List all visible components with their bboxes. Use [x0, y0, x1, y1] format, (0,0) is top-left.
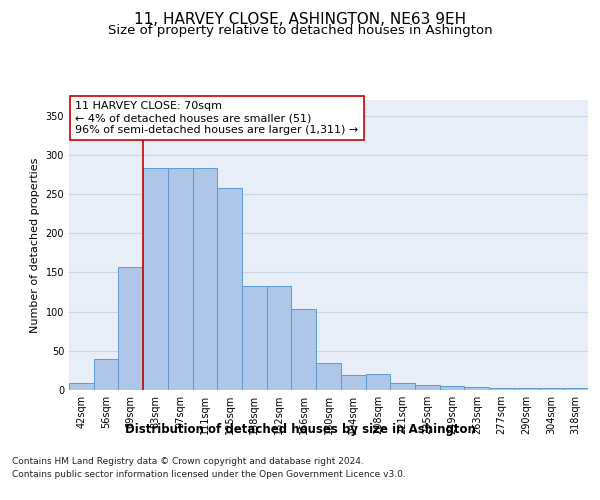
- Bar: [316, 362, 341, 390]
- Bar: [168, 168, 193, 390]
- Bar: [193, 168, 217, 390]
- Text: Contains HM Land Registry data © Crown copyright and database right 2024.: Contains HM Land Registry data © Crown c…: [12, 458, 364, 466]
- Text: Contains public sector information licensed under the Open Government Licence v3: Contains public sector information licen…: [12, 470, 406, 479]
- Text: 11, HARVEY CLOSE, ASHINGTON, NE63 9EH: 11, HARVEY CLOSE, ASHINGTON, NE63 9EH: [134, 12, 466, 28]
- Bar: [341, 375, 365, 390]
- Y-axis label: Number of detached properties: Number of detached properties: [30, 158, 40, 332]
- Bar: [390, 383, 415, 390]
- Bar: [292, 310, 316, 390]
- Bar: [415, 384, 440, 390]
- Bar: [514, 388, 539, 390]
- Bar: [489, 388, 514, 390]
- Bar: [94, 358, 118, 390]
- Bar: [440, 386, 464, 390]
- Text: 11 HARVEY CLOSE: 70sqm
← 4% of detached houses are smaller (51)
96% of semi-deta: 11 HARVEY CLOSE: 70sqm ← 4% of detached …: [75, 102, 358, 134]
- Bar: [69, 383, 94, 390]
- Bar: [563, 388, 588, 390]
- Text: Distribution of detached houses by size in Ashington: Distribution of detached houses by size …: [125, 422, 475, 436]
- Bar: [267, 286, 292, 390]
- Bar: [118, 267, 143, 390]
- Bar: [143, 168, 168, 390]
- Bar: [242, 286, 267, 390]
- Text: Size of property relative to detached houses in Ashington: Size of property relative to detached ho…: [107, 24, 493, 37]
- Bar: [217, 188, 242, 390]
- Bar: [464, 387, 489, 390]
- Bar: [539, 388, 563, 390]
- Bar: [365, 374, 390, 390]
